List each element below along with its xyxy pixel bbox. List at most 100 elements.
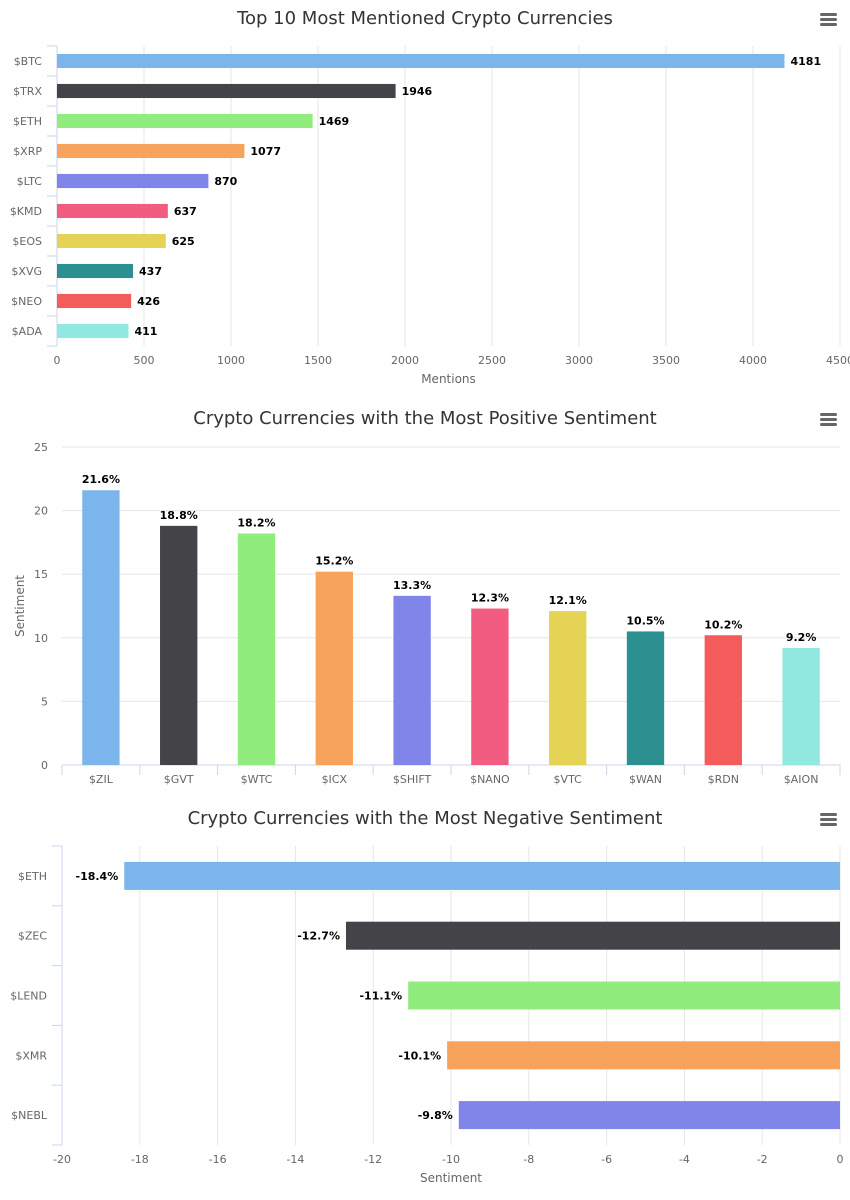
data-label: 1077: [250, 145, 281, 158]
x-tick-label: 0: [837, 1153, 844, 1166]
data-label: 637: [174, 205, 197, 218]
bar: [57, 53, 785, 69]
data-label: -9.8%: [418, 1109, 453, 1122]
x-tick-label: -20: [53, 1153, 71, 1166]
data-label: 411: [135, 325, 158, 338]
x-tick-label: 3000: [565, 354, 593, 367]
most-mentioned-chart: Top 10 Most Mentioned Crypto Currencies 0…: [10, 8, 850, 386]
x-tick-label: 3500: [652, 354, 680, 367]
bar: [57, 143, 245, 159]
menu-icon-line: [820, 18, 837, 21]
x-tick-label: 1000: [217, 354, 245, 367]
y-tick-label: 0: [41, 759, 48, 772]
category-label: $WTC: [241, 773, 273, 786]
category-label: $ETH: [13, 115, 42, 128]
negative-sentiment-chart: Crypto Currencies with the Most Negative…: [10, 808, 844, 1185]
data-label: -10.1%: [398, 1049, 441, 1062]
data-label: 18.8%: [160, 509, 198, 522]
data-label: 1946: [402, 85, 433, 98]
data-label: 15.2%: [315, 555, 353, 568]
bar: [471, 608, 509, 765]
x-tick-label: 1500: [304, 354, 332, 367]
data-label: -11.1%: [359, 990, 402, 1003]
bar: [315, 571, 353, 765]
category-label: $ICX: [322, 773, 348, 786]
bar: [447, 1041, 840, 1070]
data-label: 9.2%: [786, 631, 817, 644]
menu-icon-line: [820, 413, 837, 416]
bar: [549, 611, 587, 765]
x-tick-label: -6: [601, 1153, 612, 1166]
category-label: $VTC: [554, 773, 583, 786]
menu-icon-line: [820, 13, 837, 16]
x-tick-label: -16: [209, 1153, 227, 1166]
data-label: 437: [139, 265, 162, 278]
menu-icon-line: [820, 823, 837, 826]
category-label: $XMR: [15, 1049, 47, 1062]
menu-icon-line: [820, 418, 837, 421]
category-label: $ZIL: [89, 773, 114, 786]
data-label: 4181: [790, 55, 821, 68]
bar: [408, 981, 840, 1010]
data-label: 18.2%: [237, 516, 275, 529]
bar: [57, 83, 396, 99]
y-axis-title: Sentiment: [13, 575, 27, 637]
category-label: $XVG: [11, 265, 42, 278]
category-label: $XRP: [13, 145, 42, 158]
hamburger-menu-icon[interactable]: [820, 813, 837, 826]
data-label: 12.3%: [471, 592, 509, 605]
x-axis-title: Mentions: [421, 372, 476, 386]
chart-title: Crypto Currencies with the Most Positive…: [193, 408, 656, 429]
category-label: $BTC: [14, 55, 43, 68]
y-tick-label: 20: [34, 505, 48, 518]
bar: [57, 323, 129, 339]
bar: [124, 861, 841, 890]
category-label: $NANO: [470, 773, 510, 786]
category-label: $RDN: [708, 773, 739, 786]
x-tick-label: 0: [54, 354, 61, 367]
x-tick-label: -10: [442, 1153, 460, 1166]
data-label: 625: [172, 235, 195, 248]
category-label: $ETH: [18, 870, 47, 883]
y-tick-label: 25: [34, 441, 48, 454]
x-axis-title: Sentiment: [420, 1171, 482, 1185]
bar: [237, 533, 276, 765]
x-tick-label: 2000: [391, 354, 419, 367]
category-label: $LTC: [17, 175, 43, 188]
bar: [704, 635, 742, 765]
x-tick-label: -14: [286, 1153, 304, 1166]
bar: [57, 263, 134, 279]
bar: [160, 525, 198, 765]
bar: [57, 203, 168, 219]
data-label: 426: [137, 295, 160, 308]
data-label: 870: [214, 175, 237, 188]
hamburger-menu-icon[interactable]: [820, 13, 837, 26]
data-label: 1469: [319, 115, 350, 128]
data-label: -18.4%: [76, 870, 119, 883]
category-label: $ZEC: [18, 930, 47, 943]
category-label: $SHIFT: [393, 773, 432, 786]
menu-icon-line: [820, 818, 837, 821]
y-tick-label: 5: [41, 695, 48, 708]
bar: [57, 293, 132, 309]
category-label: $NEBL: [11, 1109, 48, 1122]
bar: [782, 647, 820, 765]
bar: [57, 233, 166, 249]
bar: [393, 595, 431, 765]
chart-title: Top 10 Most Mentioned Crypto Currencies: [236, 8, 613, 29]
y-tick-label: 15: [34, 568, 48, 581]
bar: [458, 1101, 840, 1130]
data-label: 10.2%: [704, 618, 742, 631]
data-label: 10.5%: [626, 614, 664, 627]
x-tick-label: -18: [131, 1153, 149, 1166]
y-tick-label: 10: [34, 632, 48, 645]
bar: [57, 113, 313, 129]
bar: [82, 490, 120, 765]
category-label: $GVT: [164, 773, 194, 786]
x-tick-label: 4000: [739, 354, 767, 367]
menu-icon-line: [820, 23, 837, 26]
hamburger-menu-icon[interactable]: [820, 413, 837, 426]
category-label: $ADA: [12, 325, 43, 338]
x-tick-label: -12: [364, 1153, 382, 1166]
